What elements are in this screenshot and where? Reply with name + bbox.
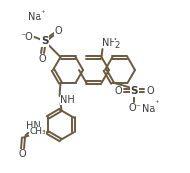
Text: O: O (147, 86, 154, 96)
Text: CH₃: CH₃ (29, 127, 46, 136)
Text: O: O (115, 86, 122, 96)
Text: ⁺: ⁺ (40, 8, 45, 17)
Text: NH: NH (60, 95, 75, 105)
Text: 2: 2 (115, 40, 120, 49)
Text: Na: Na (28, 12, 41, 22)
Text: O: O (55, 26, 62, 36)
Text: NH: NH (102, 38, 117, 48)
Text: Na: Na (142, 104, 155, 114)
Text: O: O (19, 149, 26, 160)
Text: ⁺: ⁺ (154, 99, 159, 108)
Text: HN: HN (26, 121, 41, 131)
Text: ⁻O: ⁻O (20, 32, 33, 42)
Text: S: S (41, 36, 48, 46)
Text: O: O (39, 54, 46, 64)
Text: S: S (131, 86, 138, 96)
Text: O⁻: O⁻ (128, 103, 141, 113)
